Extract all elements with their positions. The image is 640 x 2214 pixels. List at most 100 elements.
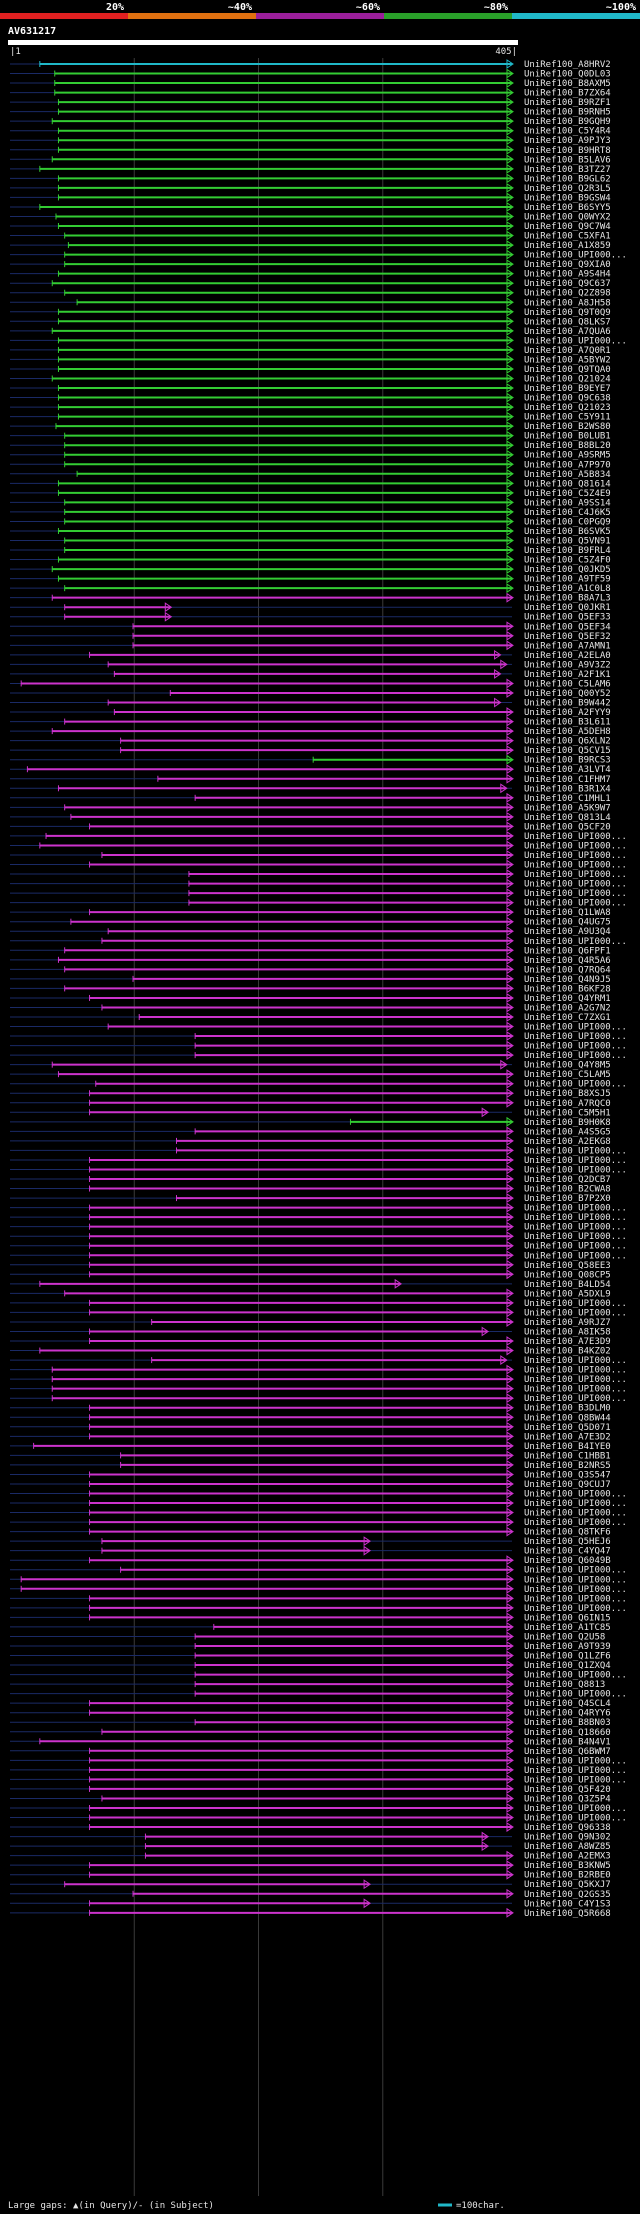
hit-label[interactable]: UniRef100_Q4Y8M5	[524, 1061, 611, 1071]
hit-row[interactable]: UniRef100_C1MHL1	[10, 792, 611, 804]
hit-row[interactable]: UniRef100_UPI000...	[10, 1383, 627, 1395]
hit-label[interactable]: UniRef100_Q0JKD5	[524, 565, 611, 575]
hit-row[interactable]: UniRef100_UPI000...	[10, 1307, 627, 1318]
hit-row[interactable]: UniRef100_B9RZF1	[10, 97, 611, 108]
hit-label[interactable]: UniRef100_UPI000...	[524, 1671, 627, 1681]
hit-label[interactable]: UniRef100_A4S5G5	[524, 1127, 611, 1137]
hit-row[interactable]: UniRef100_B2WS80	[10, 421, 611, 432]
hit-label[interactable]: UniRef100_A2EKG8	[524, 1137, 611, 1147]
hit-label[interactable]: UniRef100_UPI000...	[524, 870, 627, 880]
hit-label[interactable]: UniRef100_UPI000...	[524, 1509, 627, 1519]
hit-row[interactable]: UniRef100_Q18660	[10, 1726, 611, 1738]
hit-row[interactable]: UniRef100_C5Y911	[10, 411, 611, 423]
hit-row[interactable]: UniRef100_B3R1X4	[10, 783, 611, 794]
hit-row[interactable]: UniRef100_UPI000...	[10, 1240, 627, 1252]
hit-row[interactable]: UniRef100_A1TC85	[10, 1621, 611, 1633]
hit-label[interactable]: UniRef100_A8WZ85	[524, 1842, 611, 1852]
hit-row[interactable]: UniRef100_Q9TQA0	[10, 364, 611, 375]
hit-label[interactable]: UniRef100_Q5EF33	[524, 613, 611, 623]
hit-row[interactable]: UniRef100_UPI000...	[10, 1364, 627, 1376]
hit-row[interactable]: UniRef100_Q5R668	[10, 1907, 611, 1919]
hit-row[interactable]: UniRef100_Q1LZF6	[10, 1650, 611, 1662]
hit-row[interactable]: UniRef100_UPI000...	[10, 1355, 627, 1366]
hit-label[interactable]: UniRef100_UPI000...	[524, 1080, 627, 1090]
hit-row[interactable]: UniRef100_Q8BW44	[10, 1412, 611, 1423]
hit-row[interactable]: UniRef100_Q08CP5	[10, 1269, 611, 1280]
hit-label[interactable]: UniRef100_B9W442	[524, 699, 611, 709]
hit-label[interactable]: UniRef100_A9TF59	[524, 575, 611, 585]
hit-row[interactable]: UniRef100_B9EYE7	[10, 383, 611, 394]
hit-label[interactable]: UniRef100_UPI000...	[524, 1690, 627, 1700]
hit-row[interactable]: UniRef100_Q5EF32	[10, 630, 611, 642]
hit-row[interactable]: UniRef100_A2G7N2	[10, 1002, 611, 1013]
hit-label[interactable]: UniRef100_A2F1K1	[524, 670, 611, 680]
hit-row[interactable]: UniRef100_UPI000...	[10, 1212, 627, 1223]
hit-row[interactable]: UniRef100_C7ZXG1	[10, 1012, 611, 1023]
hit-row[interactable]: UniRef100_A8IK58	[10, 1326, 611, 1337]
hit-label[interactable]: UniRef100_UPI000...	[524, 1299, 627, 1309]
hit-row[interactable]: UniRef100_Q00Y52	[10, 688, 611, 699]
hit-label[interactable]: UniRef100_Q0JKR1	[524, 603, 611, 613]
hit-row[interactable]: UniRef100_B4LD54	[10, 1278, 611, 1290]
hit-label[interactable]: UniRef100_C4Y1S3	[524, 1899, 611, 1909]
hit-label[interactable]: UniRef100_Q4YRM1	[524, 994, 611, 1004]
hit-row[interactable]: UniRef100_UPI000...	[10, 1507, 627, 1519]
hit-row[interactable]: UniRef100_Q5CF20	[10, 821, 611, 832]
hit-row[interactable]: UniRef100_UPI000...	[10, 1031, 627, 1042]
hit-label[interactable]: UniRef100_Q813L4	[524, 813, 611, 823]
hit-label[interactable]: UniRef100_Q4N9J5	[524, 975, 611, 985]
hit-label[interactable]: UniRef100_Q3S547	[524, 1470, 611, 1480]
hit-label[interactable]: UniRef100_UPI000...	[524, 1032, 627, 1042]
hit-row[interactable]: UniRef100_UPI000...	[10, 249, 627, 261]
hit-label[interactable]: UniRef100_Q3Z5P4	[524, 1794, 611, 1804]
hit-row[interactable]: UniRef100_Q4R5A6	[10, 954, 611, 966]
hit-label[interactable]: UniRef100_UPI000...	[524, 1251, 627, 1261]
hit-row[interactable]: UniRef100_A1C0L8	[10, 583, 611, 594]
hit-label[interactable]: UniRef100_A8IK58	[524, 1327, 611, 1337]
hit-label[interactable]: UniRef100_B9RNH5	[524, 108, 611, 118]
hit-row[interactable]: UniRef100_Q5KXJ7	[10, 1879, 611, 1890]
hit-label[interactable]: UniRef100_A2FYY9	[524, 708, 611, 718]
hit-label[interactable]: UniRef100_Q7RQ64	[524, 965, 611, 975]
hit-row[interactable]: UniRef100_UPI000...	[10, 897, 627, 909]
hit-label[interactable]: UniRef100_B5LAV6	[524, 155, 611, 165]
hit-row[interactable]: UniRef100_Q96338	[10, 1822, 611, 1833]
hit-row[interactable]: UniRef100_A2FYY9	[10, 707, 611, 718]
hit-row[interactable]: UniRef100_Q2U58	[10, 1631, 605, 1642]
hit-label[interactable]: UniRef100_A1TC85	[524, 1623, 611, 1633]
hit-row[interactable]: UniRef100_B7ZX64	[10, 87, 611, 99]
hit-row[interactable]: UniRef100_Q8813	[10, 1679, 605, 1690]
hit-label[interactable]: UniRef100_UPI000...	[524, 832, 627, 842]
hit-row[interactable]: UniRef100_UPI000...	[10, 850, 627, 861]
hit-row[interactable]: UniRef100_B0LUB1	[10, 430, 611, 442]
hit-label[interactable]: UniRef100_UPI000...	[524, 1814, 627, 1824]
hit-row[interactable]: UniRef100_A7RQC0	[10, 1097, 611, 1109]
hit-row[interactable]: UniRef100_B3DLM0	[10, 1402, 611, 1414]
hit-row[interactable]: UniRef100_A9SRM5	[10, 449, 611, 461]
hit-label[interactable]: UniRef100_B3R1X4	[524, 784, 611, 794]
hit-label[interactable]: UniRef100_UPI000...	[524, 1308, 627, 1318]
hit-label[interactable]: UniRef100_UPI000...	[524, 1804, 627, 1814]
hit-row[interactable]: UniRef100_UPI000...	[10, 1021, 627, 1033]
hit-label[interactable]: UniRef100_UPI000...	[524, 1394, 627, 1404]
hit-row[interactable]: UniRef100_B6KF28	[10, 983, 611, 994]
hit-label[interactable]: UniRef100_UPI000...	[524, 851, 627, 861]
hit-label[interactable]: UniRef100_B7ZX64	[524, 89, 611, 99]
hit-label[interactable]: UniRef100_B6SYY5	[524, 203, 611, 213]
hit-row[interactable]: UniRef100_UPI000...	[10, 1517, 627, 1528]
hit-label[interactable]: UniRef100_Q9C7W4	[524, 222, 611, 232]
hit-row[interactable]: UniRef100_Q58EE3	[10, 1259, 611, 1271]
hit-label[interactable]: UniRef100_Q21024	[524, 374, 611, 384]
hit-row[interactable]: UniRef100_A5B834	[10, 468, 611, 480]
hit-row[interactable]: UniRef100_UPI000...	[10, 1050, 627, 1061]
hit-row[interactable]: UniRef100_B4N4V1	[10, 1736, 611, 1747]
hit-row[interactable]: UniRef100_Q5HEJ6	[10, 1536, 611, 1547]
hit-label[interactable]: UniRef100_A2EMX3	[524, 1852, 611, 1862]
hit-label[interactable]: UniRef100_UPI000...	[524, 251, 627, 261]
hit-row[interactable]: UniRef100_Q81614	[10, 478, 611, 489]
hit-row[interactable]: UniRef100_A2F1K1	[10, 668, 611, 680]
hit-row[interactable]: UniRef100_UPI000...	[10, 1812, 627, 1824]
hit-label[interactable]: UniRef100_A3LVT4	[524, 765, 611, 775]
hit-label[interactable]: UniRef100_Q9C637	[524, 279, 611, 289]
hit-label[interactable]: UniRef100_A9SRM5	[524, 451, 611, 461]
